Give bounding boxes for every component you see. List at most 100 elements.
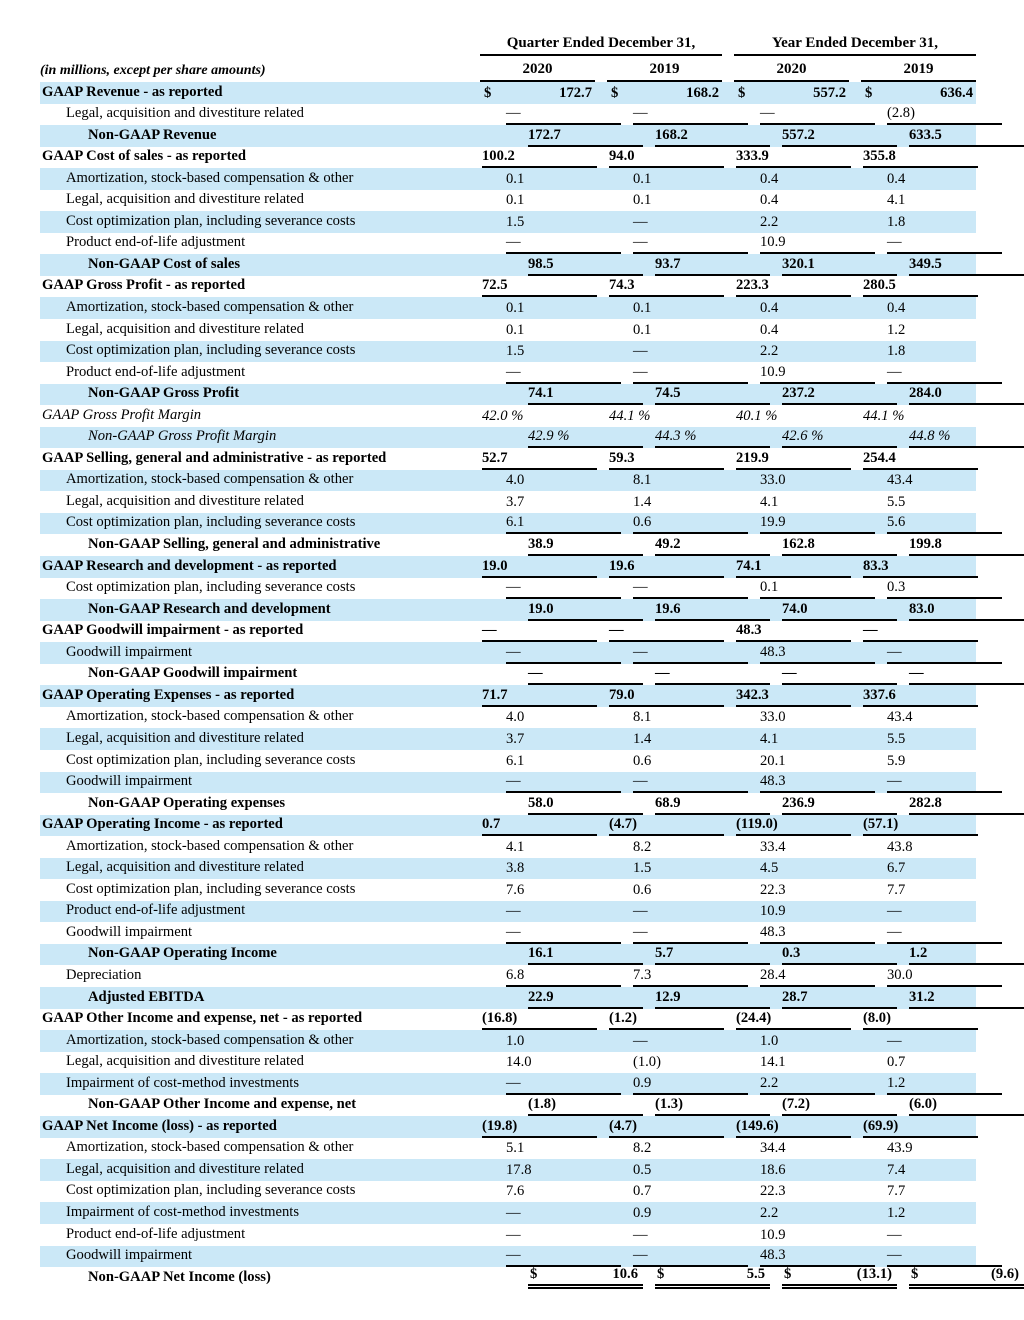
value-text: 0.3 xyxy=(887,579,906,596)
value-underline: 100.2 xyxy=(482,147,597,169)
value-text: — xyxy=(887,1032,902,1049)
value-underline: — xyxy=(633,341,748,363)
value-cell: 44.1 % xyxy=(851,405,978,427)
period-group-year-label: Year Ended December 31, xyxy=(734,35,976,56)
value-cell: — xyxy=(897,664,1024,686)
value-underline: 0.4 xyxy=(887,168,1002,190)
value-cell: 2.2 xyxy=(748,211,875,233)
value-underline: 10.9 xyxy=(760,901,875,923)
value-cell: — xyxy=(621,211,748,233)
value-text: 94.0 xyxy=(609,148,635,165)
row-label: Product end-of-life adjustment xyxy=(66,1225,246,1242)
table-row: GAAP Operating Expenses - as reported 71… xyxy=(40,685,978,707)
value-underline: 98.5 xyxy=(528,254,643,276)
value-underline: 5.9 xyxy=(887,750,1002,772)
table-caption: (in millions, except per share amounts) xyxy=(40,63,266,78)
value-text: 355.8 xyxy=(863,148,896,165)
value-cell: 18.6 xyxy=(748,1159,875,1181)
value-text: 557.2 xyxy=(782,126,815,143)
value-underline: 3.7 xyxy=(506,491,621,513)
value-cell: — xyxy=(494,1246,621,1268)
table-row: Cost optimization plan, including severa… xyxy=(40,750,976,772)
value-cell: 633.5 xyxy=(897,125,1024,147)
value-underline: 42.9 % xyxy=(528,427,643,449)
value-text: 7.6 xyxy=(506,1183,525,1200)
value-underline: $ (13.1) xyxy=(782,1266,897,1289)
row-label: Non-GAAP Operating Income xyxy=(88,945,277,962)
value-text: 72.5 xyxy=(482,277,508,294)
value-cell: — xyxy=(621,1224,748,1246)
value-underline: — xyxy=(633,1246,748,1268)
row-label: Amortization, stock-based compensation &… xyxy=(66,299,354,316)
value-text: 333.9 xyxy=(736,148,769,165)
value-text: 2.2 xyxy=(760,1074,779,1091)
value-text: — xyxy=(863,622,878,639)
value-underline: (8.0) xyxy=(863,1009,978,1031)
value-cell: 0.4 xyxy=(748,168,875,190)
row-label: GAAP Operating Income - as reported xyxy=(42,816,283,833)
table-row: GAAP Research and development - as repor… xyxy=(40,556,978,578)
row-label: GAAP Other Income and expense, net - as … xyxy=(42,1010,363,1027)
value-cell: — xyxy=(770,664,897,686)
value-underline: — xyxy=(887,233,1002,255)
value-cell: — xyxy=(621,233,748,255)
value-underline: 0.4 xyxy=(760,190,875,212)
value-underline: — xyxy=(633,362,748,384)
value-cell: 0.7 xyxy=(875,1052,1002,1074)
table-row: GAAP Net Income (loss) - as reported (19… xyxy=(40,1116,978,1138)
value-underline: 52.7 xyxy=(482,448,597,470)
value-cell: 1.5 xyxy=(494,341,621,363)
value-text: 74.0 xyxy=(782,600,808,617)
value-underline: $ 5.5 xyxy=(655,1266,770,1289)
dollar-sign: $ xyxy=(530,1265,538,1282)
value-underline: 3.7 xyxy=(506,728,621,750)
value-text: 38.9 xyxy=(528,536,554,553)
value-text: — xyxy=(887,363,902,380)
value-cell: 74.1 xyxy=(724,556,851,578)
value-cell: — xyxy=(621,1246,748,1268)
value-text: 162.8 xyxy=(782,536,815,553)
dollar-sign: $ xyxy=(738,84,746,101)
value-cell: — xyxy=(875,922,1002,944)
value-text: — xyxy=(633,579,648,596)
value-cell: 52.7 xyxy=(470,448,597,470)
value-text: 0.6 xyxy=(633,514,652,531)
value-cell: 0.7 xyxy=(621,1181,748,1203)
value-text: — xyxy=(528,665,543,682)
value-underline: 19.0 xyxy=(482,556,597,578)
value-text: 0.1 xyxy=(506,300,525,317)
value-underline: 5.1 xyxy=(506,1138,621,1160)
row-label: Cost optimization plan, including severa… xyxy=(66,1182,356,1199)
value-cell: 0.4 xyxy=(748,297,875,319)
row-label: Amortization, stock-based compensation &… xyxy=(66,471,354,488)
value-underline: 0.1 xyxy=(633,190,748,212)
value-cell: 1.0 xyxy=(494,1030,621,1052)
value-cell: 19.6 xyxy=(597,556,724,578)
value-cell: 22.3 xyxy=(748,879,875,901)
value-text: 0.1 xyxy=(633,192,652,209)
value-underline: 1.4 xyxy=(633,491,748,513)
value-underline: 0.6 xyxy=(633,513,748,535)
table-row: Non-GAAP Gross Profit 74.1 74.5 237.2 28… xyxy=(40,383,1024,406)
value-text: 0.4 xyxy=(760,321,779,338)
value-text: 74.1 xyxy=(736,557,762,574)
value-underline: $ (9.6) xyxy=(909,1266,1024,1289)
value-cell: 59.3 xyxy=(597,448,724,470)
value-text: 280.5 xyxy=(863,277,896,294)
value-text: 342.3 xyxy=(736,686,769,703)
table-row: Legal, acquisition and divestiture relat… xyxy=(40,1052,976,1074)
value-text: — xyxy=(782,665,797,682)
value-cell: 28.4 xyxy=(748,965,875,987)
value-cell: 5.9 xyxy=(875,750,1002,772)
table-row: GAAP Goodwill impairment - as reported —… xyxy=(40,621,978,643)
value-text: 5.5 xyxy=(887,730,906,747)
value-underline: (1.2) xyxy=(609,1009,724,1031)
value-cell: — xyxy=(621,578,748,600)
value-underline: 0.1 xyxy=(633,297,748,319)
value-cell: 38.9 xyxy=(516,534,643,557)
value-cell: (2.8) xyxy=(875,104,1002,126)
value-underline: — xyxy=(633,922,748,944)
value-text: 43.8 xyxy=(887,838,913,855)
table-row: Cost optimization plan, including severa… xyxy=(40,211,976,233)
value-underline: — xyxy=(506,922,621,944)
